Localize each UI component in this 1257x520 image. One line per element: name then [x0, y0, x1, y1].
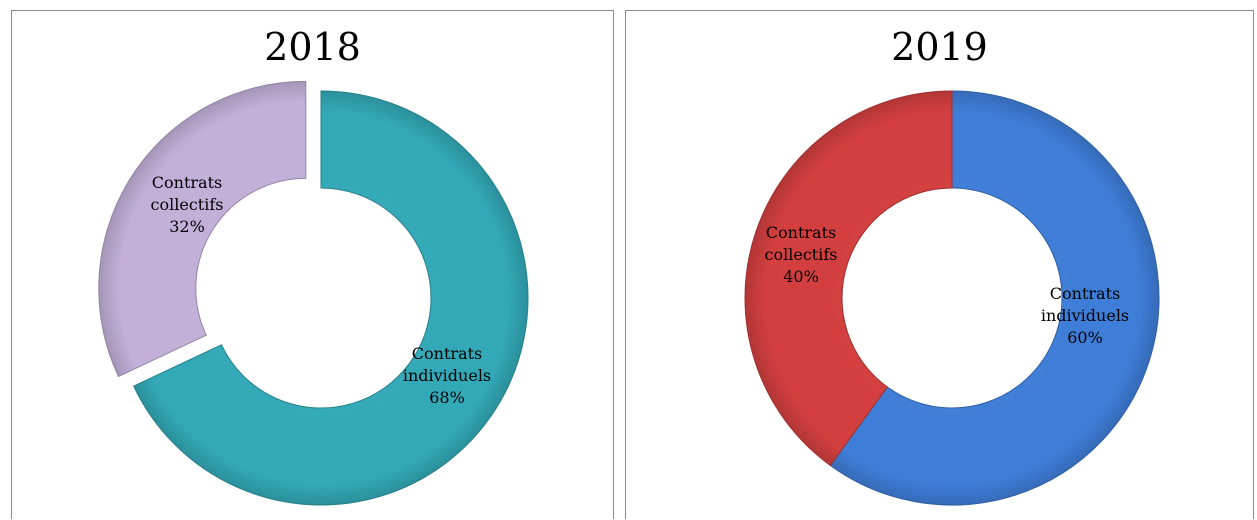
- slice-contrats-collectifs: [98, 80, 307, 378]
- slice-label-line: 60%: [1067, 328, 1103, 347]
- slice-label-line: 68%: [429, 388, 465, 407]
- slice-contrats-collectifs: [744, 90, 953, 467]
- donut-chart-2018: Contrats individuels 68% Contrats collectifs…: [98, 80, 529, 506]
- slice-label-line: Contrats: [152, 173, 222, 192]
- slice-label-line: individuels: [1041, 306, 1129, 325]
- slice-label: Contrats collectifs 40%: [765, 223, 838, 286]
- slice-label-line: collectifs: [151, 195, 224, 214]
- slice-label: Contrats individuels 60%: [1041, 284, 1129, 347]
- chart-panel-2018: 2018 Contrats individuels 68% Contrats colle…: [11, 10, 614, 519]
- slice-label: Contrats individuels 68%: [403, 344, 491, 407]
- slice-label-line: 40%: [783, 267, 819, 286]
- slice-label-line: 32%: [169, 217, 205, 236]
- slice-label-line: collectifs: [765, 245, 838, 264]
- chart-panel-2019: 2019 Contrats individuels 60% Contrats colle…: [625, 10, 1254, 519]
- slice-label-line: Contrats: [412, 344, 482, 363]
- slice-label-line: individuels: [403, 366, 491, 385]
- slice-label: Contrats collectifs 32%: [151, 173, 224, 236]
- donut-chart-2019: Contrats individuels 60% Contrats collectifs…: [744, 90, 1160, 506]
- slice-label-line: Contrats: [1050, 284, 1120, 303]
- chart-title: 2019: [891, 25, 988, 69]
- slice-contrats-individuels: [829, 90, 1160, 506]
- slice-contrats-individuels: [133, 90, 529, 506]
- chart-title: 2018: [264, 25, 361, 69]
- slice-label-line: Contrats: [766, 223, 836, 242]
